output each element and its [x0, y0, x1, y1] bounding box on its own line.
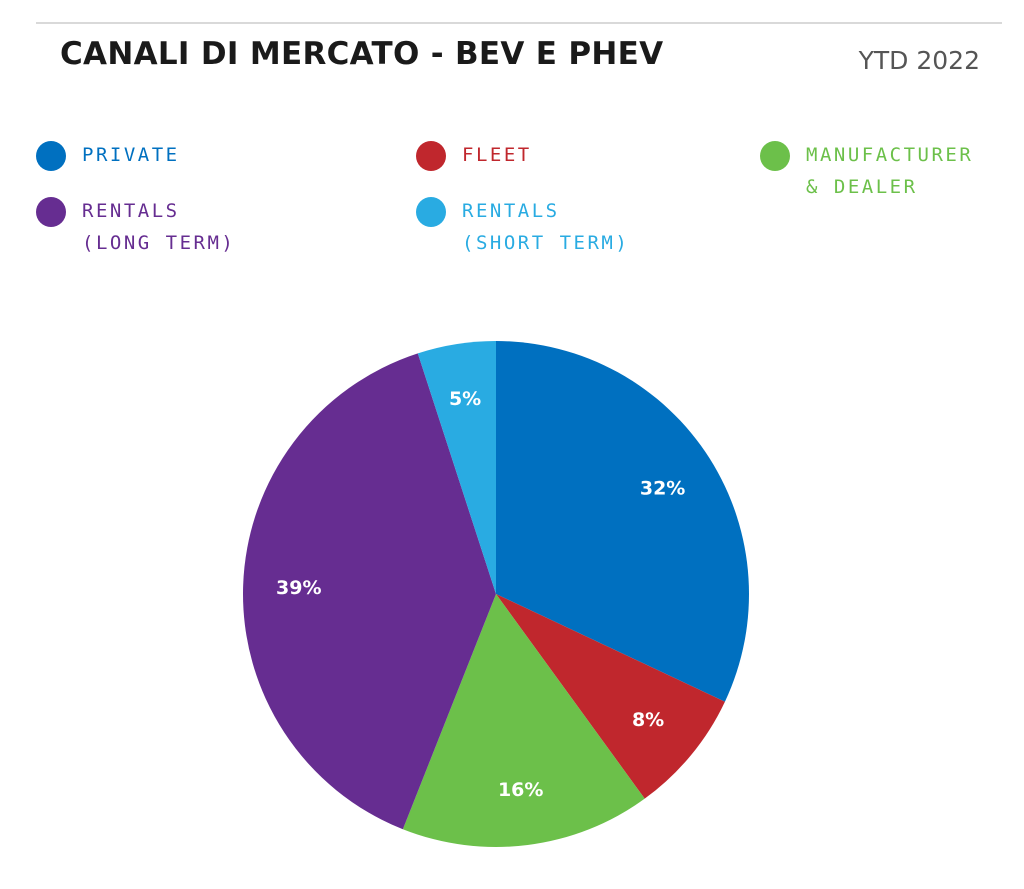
chart-title: CANALI DI MERCATO - BEV E PHEV	[60, 36, 664, 72]
pie-slice-rentals-short-term	[417, 341, 496, 594]
legend-label-fleet: FLEET	[462, 139, 532, 171]
legend-label-rentals-long-term: RENTALS (LONG TERM)	[82, 195, 235, 259]
legend-item-rentals-long-term: RENTALS (LONG TERM)	[36, 195, 235, 259]
legend-label-manufacturer-dealer: MANUFACTURER & DEALER	[806, 139, 973, 203]
pie-label-private: 32%	[640, 477, 685, 499]
pie-slice-rentals-long-term	[242, 353, 496, 830]
legend-label-rentals-long-term-line-1: RENTALS	[82, 200, 180, 222]
pie-slice-manufacturer-dealer	[402, 594, 645, 847]
legend-swatch-rentals-long-term	[36, 197, 66, 227]
pie-slice-fleet	[496, 594, 725, 799]
pie-label-rentals-short-term: 5%	[449, 388, 481, 410]
legend-item-manufacturer-dealer: MANUFACTURER & DEALER	[760, 139, 973, 203]
legend-swatch-fleet	[416, 141, 446, 171]
legend-label-rentals-short-term: RENTALS (SHORT TERM)	[462, 195, 629, 259]
legend-swatch-rentals-short-term	[416, 197, 446, 227]
legend-label-private-line: PRIVATE	[82, 144, 180, 166]
pie-label-manufacturer-dealer: 16%	[498, 779, 543, 801]
pie-slice-private	[496, 341, 749, 702]
legend-swatch-private	[36, 141, 66, 171]
legend-item-fleet: FLEET	[416, 139, 532, 171]
legend-label-private: PRIVATE	[82, 139, 180, 171]
pie-label-fleet: 8%	[632, 709, 664, 731]
pie-label-rentals-long-term: 39%	[276, 577, 321, 599]
legend-label-rentals-short-term-line-1: RENTALS	[462, 200, 560, 222]
legend-label-fleet-line: FLEET	[462, 144, 532, 166]
legend-label-manufacturer-dealer-line-1: MANUFACTURER	[806, 144, 974, 166]
legend-label-rentals-short-term-line-2: (SHORT TERM)	[462, 232, 630, 254]
legend-item-private: PRIVATE	[36, 139, 180, 171]
legend-swatch-manufacturer-dealer	[760, 141, 790, 171]
legend-label-rentals-long-term-line-2: (LONG TERM)	[82, 232, 236, 254]
top-divider	[36, 22, 1002, 24]
legend-item-rentals-short-term: RENTALS (SHORT TERM)	[416, 195, 629, 259]
legend-label-manufacturer-dealer-line-2: & DEALER	[806, 176, 918, 198]
chart-period: YTD 2022	[858, 46, 980, 75]
